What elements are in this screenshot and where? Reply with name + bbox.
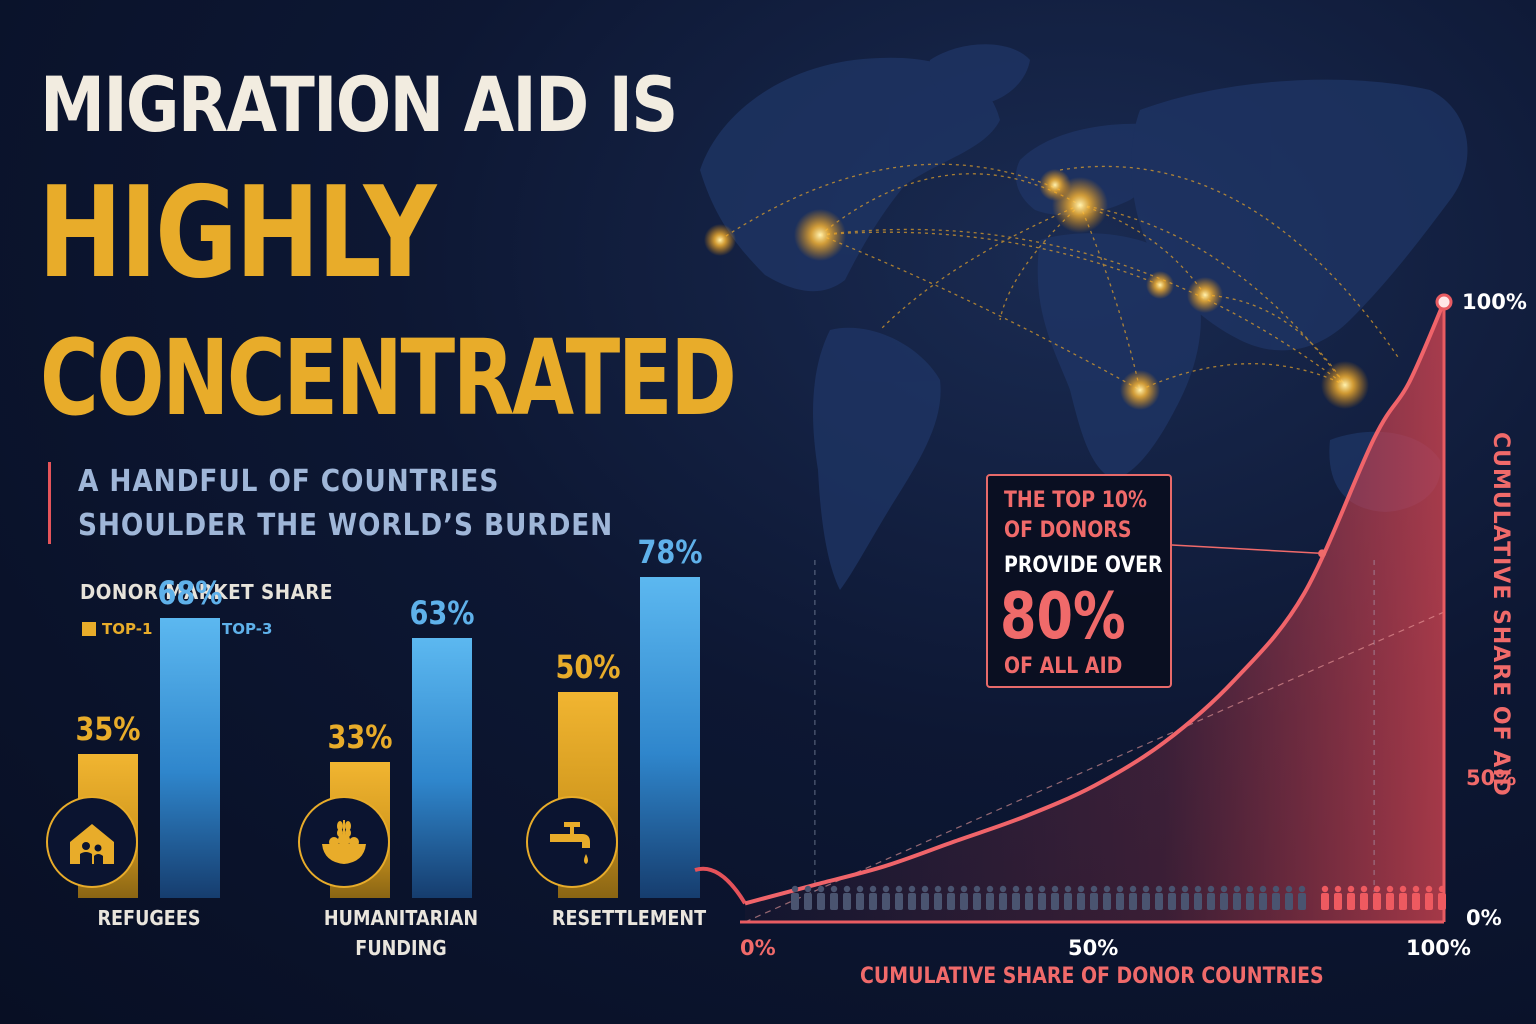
callout-line-3: PROVIDE OVER xyxy=(1004,553,1163,578)
x-tick-label: 50% xyxy=(1068,936,1119,960)
donor-icon xyxy=(1116,885,1124,910)
category-label: REFUGEES xyxy=(97,906,201,930)
donor-icon xyxy=(934,885,942,910)
highlight-point xyxy=(1318,549,1327,558)
donor-icon-top xyxy=(1438,885,1446,910)
category-label: RESETTLEMENT xyxy=(551,906,707,930)
donor-icon xyxy=(1207,885,1215,910)
donor-icon xyxy=(895,885,903,910)
donor-icon-top xyxy=(1399,885,1407,910)
donor-icon-top xyxy=(1334,885,1342,910)
donor-icon xyxy=(1155,885,1163,910)
donor-icon xyxy=(1012,885,1020,910)
x-tick-label: 100% xyxy=(1406,936,1471,960)
y-axis-label: CUMULATIVE SHARE OF AID xyxy=(1488,432,1513,797)
donor-icon xyxy=(817,885,825,910)
legend-label-top3: TOP-3 xyxy=(222,620,273,638)
bar-top3-2 xyxy=(640,576,700,898)
donor-icon xyxy=(1194,885,1202,910)
donor-icon xyxy=(804,885,812,910)
bar-value-label: 68% xyxy=(157,573,223,612)
title-line-1: MIGRATION AID IS xyxy=(40,60,678,149)
donor-icon xyxy=(1129,885,1137,910)
lorenz-curve-lead xyxy=(694,866,747,905)
callout-value: 80% xyxy=(1000,580,1126,654)
grain-bowl-icon xyxy=(298,796,390,888)
donor-icon xyxy=(843,885,851,910)
y-tick-label: 0% xyxy=(1466,906,1502,930)
donor-icon xyxy=(1259,885,1267,910)
callout-box: THE TOP 10% OF DONORS PROVIDE OVER 80% O… xyxy=(986,474,1172,688)
lorenz-curve xyxy=(744,301,1446,906)
callout-line-1: THE TOP 10% xyxy=(1004,488,1147,513)
donor-icon xyxy=(999,885,1007,910)
donor-icon xyxy=(1181,885,1189,910)
x-tick-label: 0% xyxy=(740,936,776,960)
donor-icon xyxy=(1246,885,1254,910)
donor-icon-top xyxy=(1425,885,1433,910)
bar-value-label: 78% xyxy=(637,532,703,571)
donor-icon xyxy=(1064,885,1072,910)
y-tick-label: 50% xyxy=(1466,766,1517,790)
donor-icon xyxy=(1168,885,1176,910)
donor-icon xyxy=(1272,885,1280,910)
legend-swatch-top1 xyxy=(82,622,96,636)
donor-icon xyxy=(1285,885,1293,910)
bar-top3-1 xyxy=(412,638,472,898)
bar-chart-title: DONOR MARKET SHARE xyxy=(80,580,333,604)
donor-icon xyxy=(986,885,994,910)
house-family-icon xyxy=(46,796,138,888)
callout-line-5: OF ALL AID xyxy=(1004,654,1123,679)
donor-icon xyxy=(921,885,929,910)
callout-line-2: OF DONORS xyxy=(1004,518,1132,543)
donor-icon-top xyxy=(1347,885,1355,910)
donor-icon-top xyxy=(1386,885,1394,910)
title-line-2: HIGHLY xyxy=(38,159,436,306)
donor-icon xyxy=(973,885,981,910)
subtitle-line-1: A HANDFUL OF COUNTRIES xyxy=(78,464,500,499)
donor-icon xyxy=(1220,885,1228,910)
subtitle-accent-bar xyxy=(48,462,51,544)
donor-icon xyxy=(1077,885,1085,910)
bar-value-label: 63% xyxy=(409,594,475,633)
donor-icon xyxy=(1103,885,1111,910)
donor-icon xyxy=(1051,885,1059,910)
donor-icon xyxy=(791,885,799,910)
callout-leader-line xyxy=(1171,544,1323,555)
y-tick-label: 100% xyxy=(1462,290,1527,314)
x-axis-label: CUMULATIVE SHARE OF DONOR COUNTRIES xyxy=(860,964,1324,989)
donor-icon xyxy=(947,885,955,910)
lorenz-area xyxy=(745,302,1444,922)
donor-icon xyxy=(1142,885,1150,910)
donor-icon xyxy=(960,885,968,910)
legend-item-top1: TOP-1 xyxy=(82,620,152,638)
donor-icon-top xyxy=(1412,885,1420,910)
water-tap-icon xyxy=(526,796,618,888)
subtitle-line-2: SHOULDER THE WORLD’S BURDEN xyxy=(78,508,614,543)
donor-icon xyxy=(869,885,877,910)
title-line-3: CONCENTRATED xyxy=(40,317,737,439)
category-label: HUMANITARIAN FUNDING xyxy=(323,906,479,960)
donor-icon-top xyxy=(1373,885,1381,910)
bar-value-label: 33% xyxy=(327,718,393,757)
donor-icon xyxy=(882,885,890,910)
donor-icon xyxy=(830,885,838,910)
donor-icon-top xyxy=(1360,885,1368,910)
donor-icon-top xyxy=(1321,885,1329,910)
donor-icon xyxy=(1233,885,1241,910)
donor-icon xyxy=(856,885,864,910)
donor-icon xyxy=(1038,885,1046,910)
curve-end-point xyxy=(1435,293,1453,311)
legend-label-top1: TOP-1 xyxy=(102,620,153,638)
donor-icon xyxy=(1298,885,1306,910)
bar-top3-0 xyxy=(160,617,220,898)
bar-value-label: 50% xyxy=(555,648,621,686)
donor-icon xyxy=(1090,885,1098,910)
donor-icon xyxy=(1025,885,1033,910)
donor-icon xyxy=(908,885,916,910)
bar-value-label: 35% xyxy=(75,709,141,748)
